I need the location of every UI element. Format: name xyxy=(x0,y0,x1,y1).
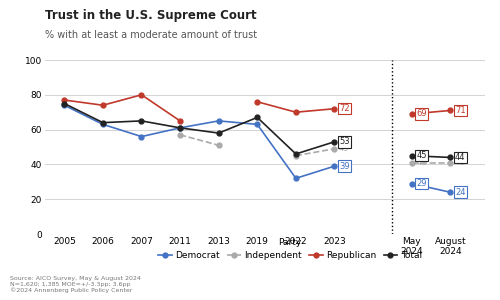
Text: 53: 53 xyxy=(339,137,349,146)
Text: Source: AICO Survey, May & August 2024
N=1,620; 1,385 MOE=+/-3.3pp; 3.6pp
©2024 : Source: AICO Survey, May & August 2024 N… xyxy=(10,276,141,293)
Text: 72: 72 xyxy=(339,104,349,113)
Text: 41: 41 xyxy=(416,158,427,167)
Text: % with at least a moderate amount of trust: % with at least a moderate amount of tru… xyxy=(45,30,257,40)
Legend: Democrat, Independent, Republican, Total: Democrat, Independent, Republican, Total xyxy=(154,234,426,264)
Text: Trust in the U.S. Supreme Court: Trust in the U.S. Supreme Court xyxy=(45,9,256,22)
Text: 45: 45 xyxy=(416,151,427,160)
Text: 41: 41 xyxy=(455,158,466,167)
Text: 24: 24 xyxy=(455,188,466,197)
Text: 49: 49 xyxy=(339,144,349,153)
Text: 71: 71 xyxy=(455,106,466,115)
Text: 29: 29 xyxy=(416,179,427,188)
Text: 69: 69 xyxy=(416,110,427,118)
Text: 39: 39 xyxy=(339,162,349,171)
Text: 44: 44 xyxy=(455,153,466,162)
